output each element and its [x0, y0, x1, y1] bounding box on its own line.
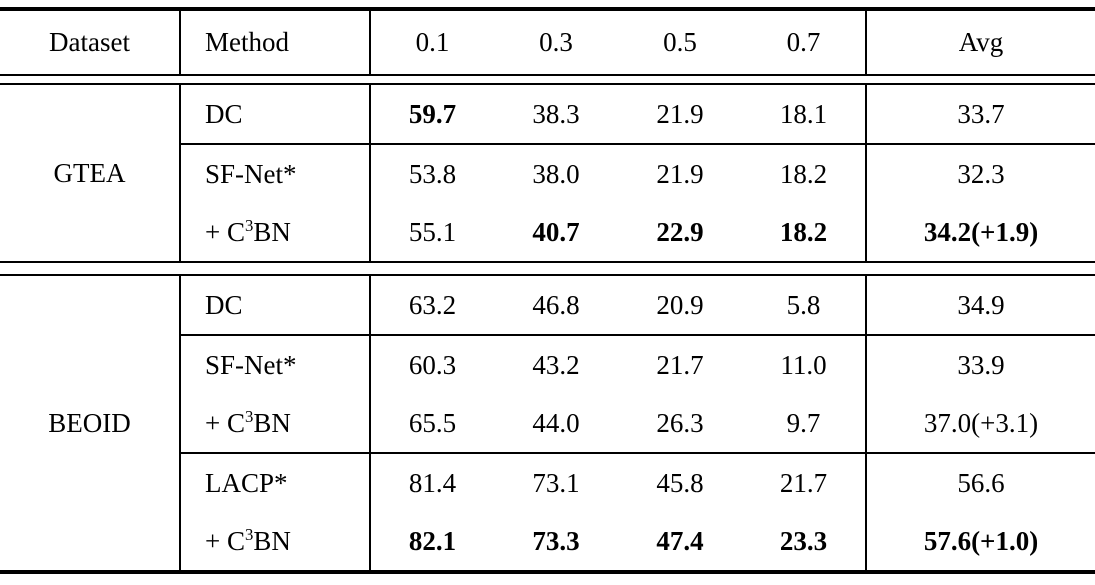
header-divider: [0, 74, 1095, 85]
section-divider: [0, 261, 1095, 276]
table-row: SF-Net* 53.8 38.0 21.9 18.2 32.3: [0, 144, 1095, 203]
score-cell: 43.2: [532, 350, 580, 380]
method-superscript: 3: [245, 525, 254, 544]
score-cell: 9.7: [742, 394, 866, 454]
header-dataset: Dataset: [49, 27, 130, 57]
table-row: + C3BN 55.1 40.7 22.9 18.2 34.2(+1.9): [0, 203, 1095, 262]
table-row: GTEA DC 59.7 38.3 21.9 18.1 33.7: [0, 84, 1095, 188]
header-threshold-0.3: 0.3: [539, 27, 573, 57]
score-cell: 38.3: [494, 84, 618, 145]
score-cell: 73.3: [532, 526, 580, 556]
score-cell: 21.9: [618, 84, 742, 145]
score-cell: 20.9: [618, 275, 742, 336]
method-cell: DC: [179, 275, 371, 336]
method-label: + C: [205, 526, 245, 556]
method-label: DC: [205, 99, 243, 129]
score-cell: 21.9: [656, 159, 704, 189]
score-cell: 11.0: [780, 350, 827, 380]
header-threshold-0.1: 0.1: [415, 27, 450, 57]
score-cell: 81.4: [408, 468, 457, 498]
score-cell: 44.0: [494, 394, 618, 454]
method-label-suffix: BN: [253, 408, 291, 438]
results-table: Dataset Method 0.1 0.3 0.5 0.7 Avg GTEA …: [0, 7, 1095, 574]
method-superscript: 3: [245, 407, 254, 426]
dataset-cell: BEOID: [48, 408, 131, 438]
score-cell: 55.1: [408, 217, 457, 247]
score-cell: 18.1: [742, 84, 866, 145]
method-label-suffix: BN: [253, 217, 291, 247]
score-cell: 18.2: [779, 217, 828, 247]
method-label: SF-Net*: [205, 159, 297, 189]
score-cell: 59.7: [370, 84, 494, 145]
score-cell: 22.9: [656, 217, 704, 247]
score-cell: 38.0: [532, 159, 580, 189]
avg-cell: 33.7: [865, 84, 1095, 145]
method-label: SF-Net*: [205, 350, 297, 380]
score-cell: 26.3: [618, 394, 742, 454]
score-cell: 5.8: [742, 275, 866, 336]
score-cell: 60.3: [408, 350, 457, 380]
score-cell: 21.7: [656, 350, 704, 380]
avg-cell: 33.9: [865, 335, 1095, 394]
score-cell: 73.1: [532, 468, 580, 498]
avg-cell: 34.2(+1.9): [865, 203, 1095, 262]
avg-cell: 37.0(+3.1): [865, 394, 1095, 454]
score-cell: 23.3: [779, 526, 828, 556]
score-cell: 65.5: [370, 394, 494, 454]
score-cell: 82.1: [408, 526, 457, 556]
method-label: LACP*: [205, 468, 288, 498]
method-cell: + C3BN: [179, 512, 371, 572]
table-row: + C3BN 65.5 44.0 26.3 9.7 37.0(+3.1): [0, 394, 1095, 454]
header-threshold-0.5: 0.5: [663, 27, 697, 57]
method-label: DC: [205, 290, 243, 320]
method-label: + C: [205, 408, 245, 438]
header-threshold-0.7: 0.7: [786, 27, 821, 57]
method-cell: DC: [179, 84, 371, 145]
score-cell: 18.2: [779, 159, 828, 189]
method-cell: + C3BN: [179, 203, 371, 262]
table-row: LACP* 81.4 73.1 45.8 21.7 56.6: [0, 453, 1095, 512]
header-avg: Avg: [865, 9, 1095, 75]
method-cell: SF-Net*: [179, 144, 371, 203]
score-cell: 47.4: [656, 526, 704, 556]
avg-cell: 56.6: [865, 453, 1095, 512]
table-row: BEOID DC 63.2 46.8 20.9 5.8 34.9: [0, 275, 1095, 438]
score-cell: 53.8: [408, 159, 457, 189]
dataset-cell: GTEA: [53, 158, 126, 188]
method-superscript: 3: [245, 216, 254, 235]
header-method: Method: [179, 9, 371, 75]
avg-cell: 57.6(+1.0): [865, 512, 1095, 572]
method-label: + C: [205, 217, 245, 247]
method-cell: + C3BN: [179, 394, 371, 454]
score-cell: 45.8: [656, 468, 704, 498]
score-cell: 21.7: [779, 468, 828, 498]
score-cell: 63.2: [370, 275, 494, 336]
table-row: + C3BN 82.1 73.3 47.4 23.3 57.6(+1.0): [0, 512, 1095, 572]
method-cell: SF-Net*: [179, 335, 371, 394]
method-cell: LACP*: [179, 453, 371, 512]
avg-cell: 32.3: [865, 144, 1095, 203]
score-cell: 46.8: [494, 275, 618, 336]
table-row: SF-Net* 60.3 43.2 21.7 11.0 33.9: [0, 335, 1095, 394]
method-label-suffix: BN: [253, 526, 291, 556]
score-cell: 40.7: [532, 217, 580, 247]
header-row: Dataset Method 0.1 0.3 0.5 0.7 Avg: [0, 9, 1095, 75]
avg-cell: 34.9: [865, 275, 1095, 336]
